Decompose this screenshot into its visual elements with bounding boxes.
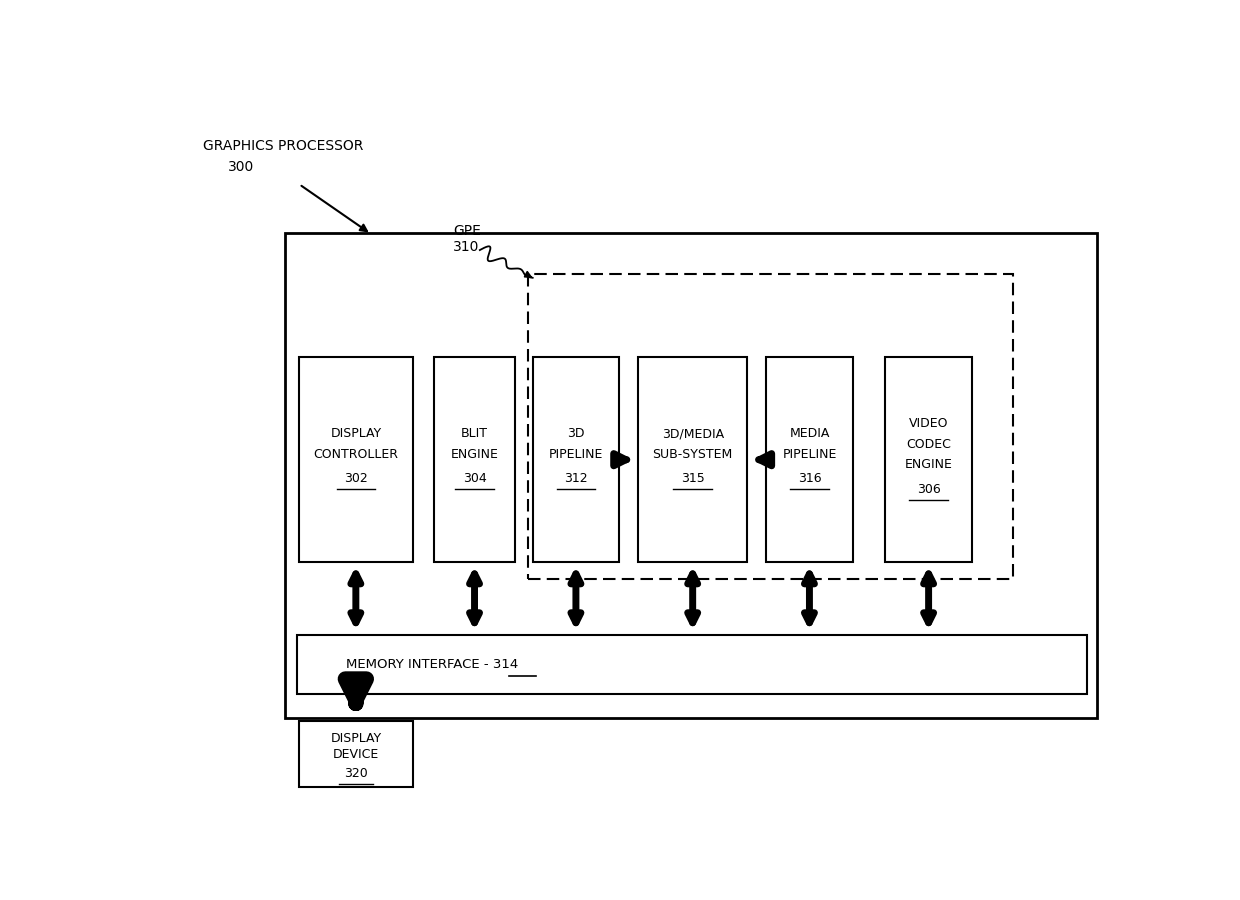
- Text: 312: 312: [564, 472, 588, 485]
- Text: DEVICE: DEVICE: [332, 748, 379, 760]
- Text: ENGINE: ENGINE: [450, 448, 498, 461]
- Bar: [434, 357, 516, 562]
- Text: 300: 300: [228, 160, 254, 174]
- Text: 306: 306: [916, 482, 940, 496]
- Text: MEMORY INTERFACE - 314: MEMORY INTERFACE - 314: [346, 658, 518, 670]
- Bar: [533, 357, 619, 562]
- Text: 3D/MEDIA: 3D/MEDIA: [662, 428, 724, 440]
- Text: DISPLAY: DISPLAY: [330, 428, 382, 440]
- Text: 316: 316: [797, 472, 821, 485]
- Text: VIDEO: VIDEO: [909, 417, 949, 430]
- Text: CODEC: CODEC: [906, 437, 951, 451]
- Text: ENGINE: ENGINE: [905, 458, 952, 472]
- Text: DISPLAY: DISPLAY: [330, 733, 382, 745]
- Text: 315: 315: [681, 472, 704, 485]
- Bar: [299, 721, 413, 788]
- Bar: [285, 233, 1096, 718]
- Text: 302: 302: [343, 472, 368, 485]
- Text: CONTROLLER: CONTROLLER: [314, 448, 398, 461]
- Bar: [885, 357, 972, 562]
- Text: 304: 304: [463, 472, 486, 485]
- Text: MEDIA: MEDIA: [789, 428, 830, 440]
- Text: 320: 320: [343, 767, 368, 780]
- Bar: [766, 357, 853, 562]
- Bar: [528, 274, 1013, 580]
- Text: GRAPHICS PROCESSOR: GRAPHICS PROCESSOR: [203, 140, 363, 153]
- Text: PIPELINE: PIPELINE: [549, 448, 603, 461]
- Bar: [298, 634, 1087, 694]
- Text: SUB-SYSTEM: SUB-SYSTEM: [652, 448, 733, 461]
- Text: PIPELINE: PIPELINE: [782, 448, 837, 461]
- Bar: [299, 357, 413, 562]
- Text: 3D: 3D: [567, 428, 585, 440]
- Bar: [639, 357, 746, 562]
- Text: BLIT: BLIT: [461, 428, 489, 440]
- Text: GPE: GPE: [453, 224, 481, 238]
- Text: 310: 310: [453, 239, 480, 254]
